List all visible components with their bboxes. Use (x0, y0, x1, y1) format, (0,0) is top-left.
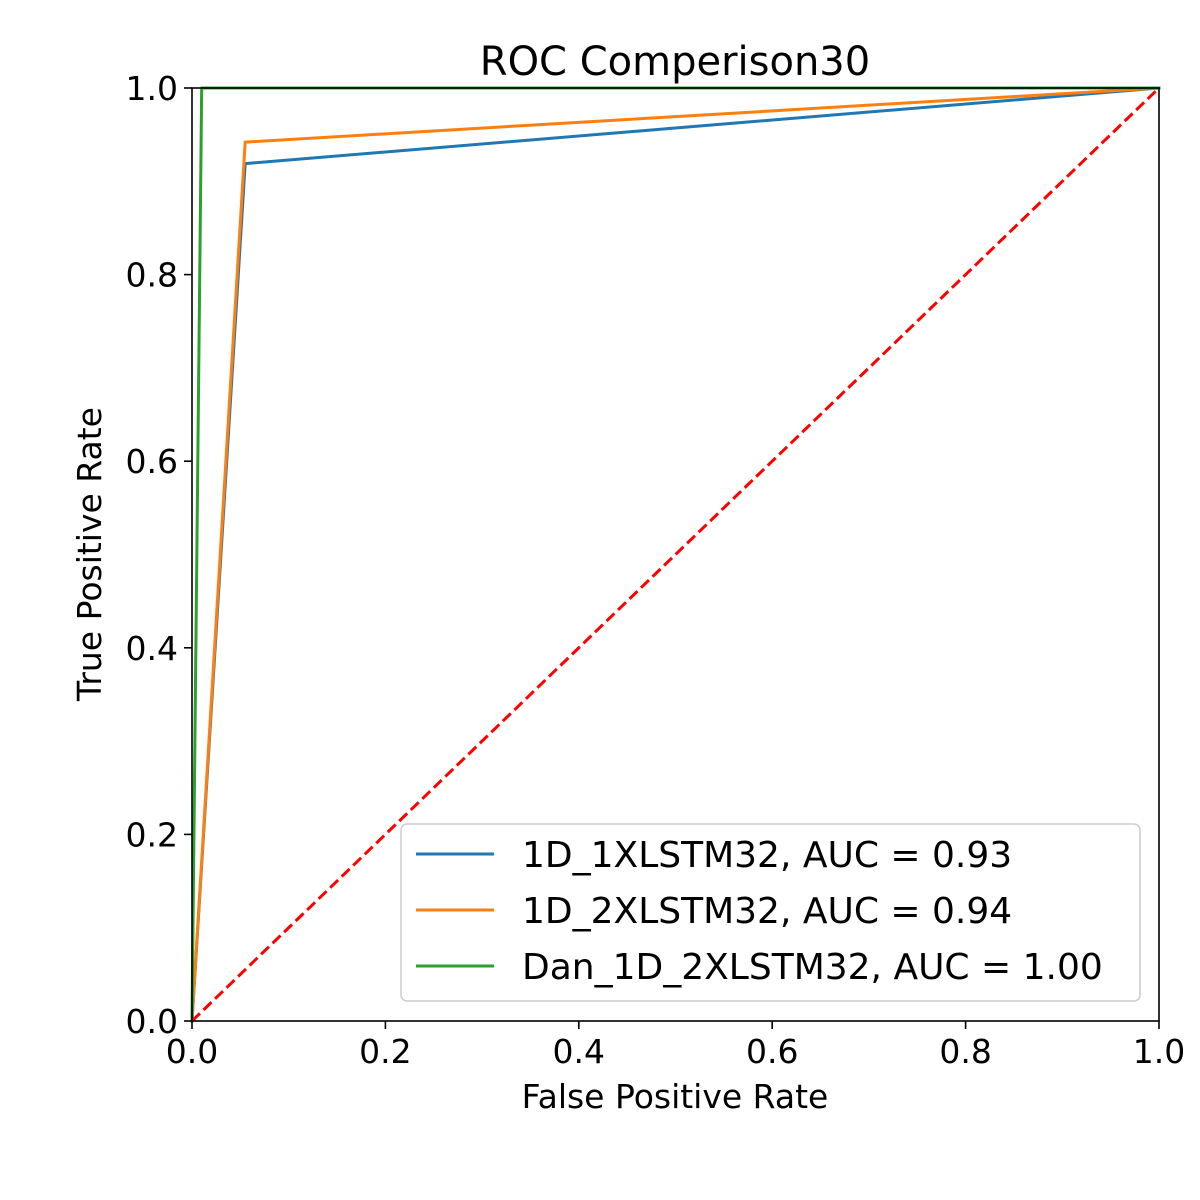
y-tick-label: 0.4 (126, 629, 178, 668)
legend: 1D_1XLSTM32, AUC = 0.93 1D_2XLSTM32, AUC … (400, 823, 1141, 1002)
series-line-2 (190, 86, 1161, 1023)
x-axis-label: False Positive Rate (522, 1077, 829, 1116)
x-tick-label: 1.0 (1133, 1032, 1185, 1071)
chart-title: ROC Comperison30 (480, 39, 870, 85)
plot-frame (191, 87, 1160, 1022)
y-tick-label: 0.6 (126, 442, 178, 481)
plot-area (190, 86, 1161, 1023)
y-tick-label: 1.0 (126, 69, 178, 108)
legend-entries: 1D_1XLSTM32, AUC = 0.93 1D_2XLSTM32, AUC … (416, 835, 1103, 988)
legend-label-3: Dan_1D_2XLSTM32, AUC = 1.00 (522, 947, 1103, 988)
x-tick-label: 0.0 (166, 1032, 218, 1071)
y-tick-label: 0.0 (126, 1002, 178, 1041)
y-axis-label: True Positive Rate (70, 407, 109, 702)
y-tick-label: 0.8 (126, 256, 178, 295)
x-axis-ticks: 0.0 0.2 0.4 0.6 0.8 1.0 (166, 1021, 1185, 1071)
x-tick-label: 0.4 (553, 1032, 605, 1071)
x-tick-label: 0.8 (939, 1032, 991, 1071)
legend-label-2: 1D_2XLSTM32, AUC = 0.94 (522, 891, 1012, 932)
y-axis-ticks: 0.0 0.2 0.4 0.6 0.8 1.0 (126, 69, 192, 1041)
y-tick-label: 0.2 (126, 815, 178, 854)
legend-label-1: 1D_1XLSTM32, AUC = 0.93 (522, 835, 1012, 876)
legend-box (400, 823, 1141, 1002)
x-tick-label: 0.6 (746, 1032, 798, 1071)
x-tick-label: 0.2 (359, 1032, 411, 1071)
